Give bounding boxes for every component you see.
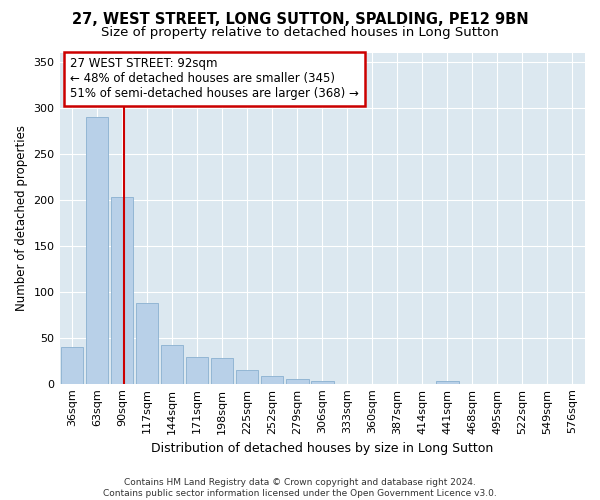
Text: 27, WEST STREET, LONG SUTTON, SPALDING, PE12 9BN: 27, WEST STREET, LONG SUTTON, SPALDING, … [71,12,529,28]
Text: 27 WEST STREET: 92sqm
← 48% of detached houses are smaller (345)
51% of semi-det: 27 WEST STREET: 92sqm ← 48% of detached … [70,58,359,100]
Bar [61,347,83,384]
Bar [136,302,158,384]
Y-axis label: Number of detached properties: Number of detached properties [15,125,28,311]
Bar [261,376,283,384]
Text: Contains HM Land Registry data © Crown copyright and database right 2024.
Contai: Contains HM Land Registry data © Crown c… [103,478,497,498]
X-axis label: Distribution of detached houses by size in Long Sutton: Distribution of detached houses by size … [151,442,493,455]
Text: Size of property relative to detached houses in Long Sutton: Size of property relative to detached ho… [101,26,499,39]
Bar [236,370,259,384]
Bar [311,381,334,384]
Bar [111,197,133,384]
Bar [436,381,458,384]
Bar [86,117,109,384]
Bar [211,358,233,384]
Bar [286,379,308,384]
Bar [186,357,208,384]
Bar [161,345,184,384]
